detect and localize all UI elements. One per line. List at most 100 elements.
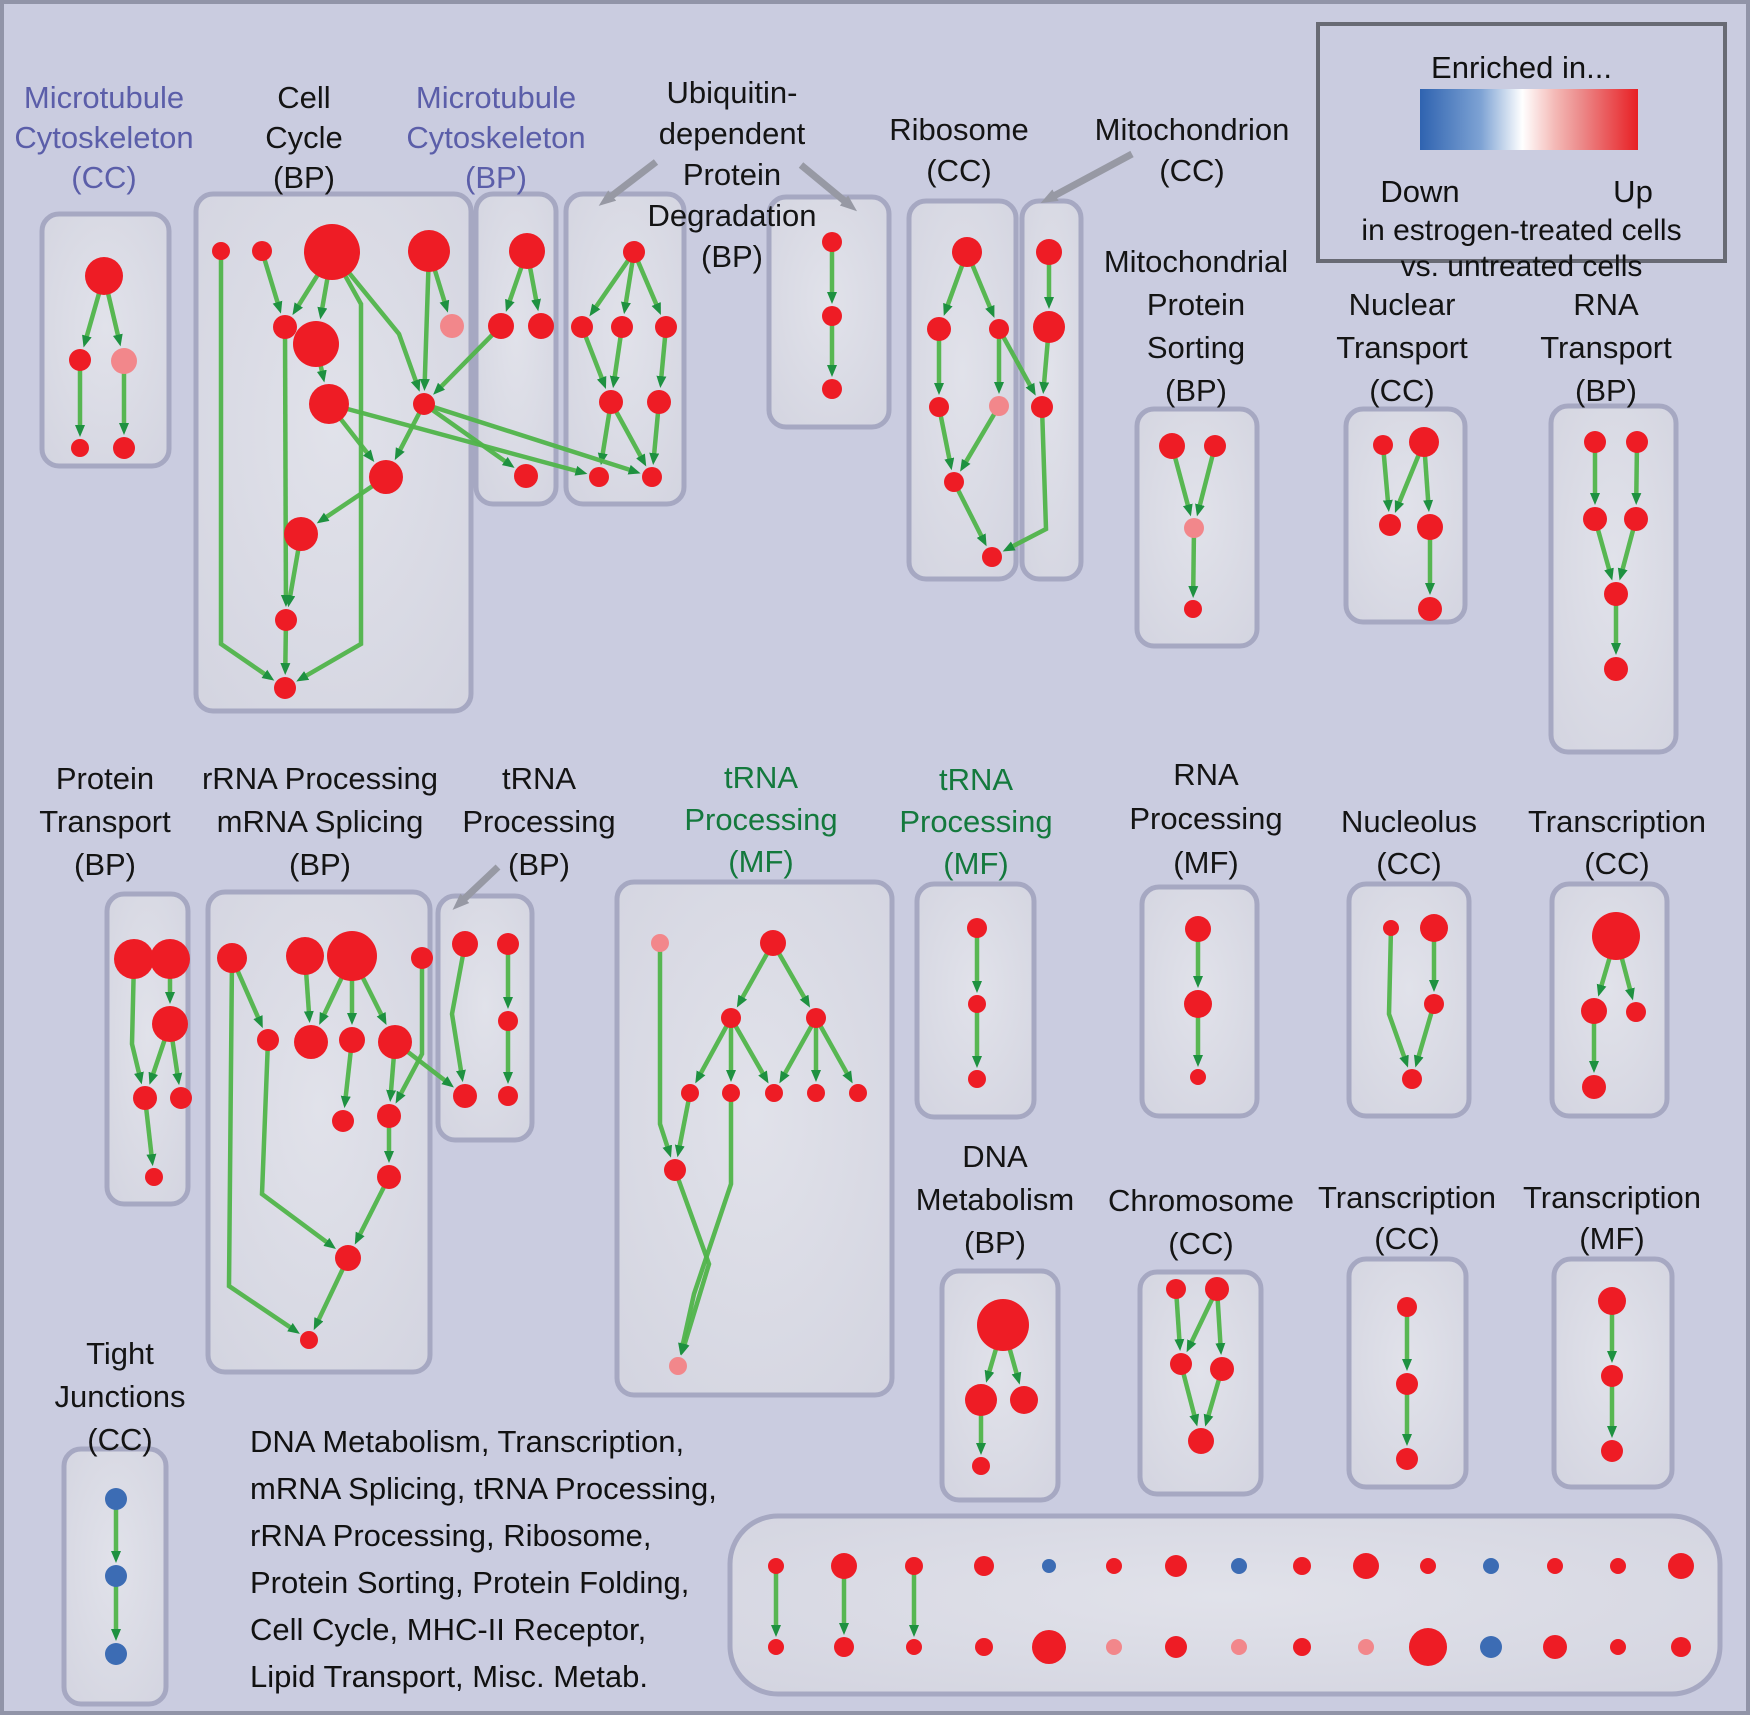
go-term-node-up [1409,1628,1447,1666]
go-term-node-up [145,1168,163,1186]
cluster-label-nuclear-transport: Nuclear Transport (CC) [1336,287,1468,408]
go-term-node-down [1231,1558,1247,1574]
go-term-node-up [721,1008,741,1028]
go-term-node-up [1165,1636,1187,1658]
cluster-label-dna-metabolism: DNA Metabolism (BP) [916,1139,1075,1260]
go-term-node-up [150,939,190,979]
go-term-node-up [293,321,339,367]
go-term-node-up [284,517,318,551]
go-term-node-up [113,437,135,459]
go-term-node-up [488,313,514,339]
go-term-node-up [952,237,982,267]
go-term-node-up [1170,1353,1192,1375]
go-term-node-up [1583,507,1607,531]
go-term-node-up [1373,435,1393,455]
cluster-label-ubiquitin: Ubiquitin-dependent Protein Degradation (BP… [648,75,817,274]
cluster-box-rrna-mrna-splicing [205,889,433,1375]
go-term-node-up [968,1070,986,1088]
go-term-node-weak-up [440,314,464,338]
go-term-node-up [965,1384,997,1416]
cluster-label-rna-transport: RNA Transport (BP) [1540,287,1672,408]
go-term-node-up [1293,1638,1311,1656]
go-term-node-up [327,931,377,981]
go-term-node-up [85,257,123,295]
go-term-node-up [1626,431,1648,453]
go-term-node-up [982,547,1002,567]
go-term-node-up [1379,514,1401,536]
go-term-node-up [309,384,349,424]
go-term-node-up [1036,239,1062,265]
go-term-node-up [275,609,297,631]
go-term-node-up [1604,582,1628,606]
go-term-node-up [1185,916,1211,942]
go-term-node-up [768,1558,784,1574]
go-term-node-up [611,316,633,338]
legend-up-label: Up [1613,174,1653,209]
label-pointer-arrow [452,864,501,910]
edge-arrow [218,251,275,681]
go-term-node-down [105,1643,127,1665]
go-term-node-up [1624,507,1648,531]
go-term-node-up [681,1084,699,1102]
go-term-node-up [1033,311,1065,343]
go-term-node-up [807,1084,825,1102]
go-term-node-up [1668,1553,1694,1579]
go-term-node-up [975,1638,993,1656]
go-term-node-weak-up [669,1357,687,1375]
go-term-node-up [1584,431,1606,453]
edge-arrow [328,401,588,476]
go-term-node-up [822,306,842,326]
go-term-node-up [217,943,247,973]
edge-arrow [423,401,641,475]
cluster-label-trna-mf-2: tRNA Processing (MF) [899,762,1052,881]
go-term-node-up [369,460,403,494]
go-term-node-up [377,1104,401,1128]
go-term-node-up [152,1006,188,1042]
go-term-node-up [929,397,949,417]
go-term-node-up [849,1084,867,1102]
cluster-box-dna-metabolism [939,1268,1061,1503]
go-term-node-weak-up [989,396,1009,416]
misc-cluster-list-text: DNA Metabolism, Transcription, mRNA Spli… [250,1424,717,1694]
go-term-node-up [170,1087,192,1109]
edge-arrow [729,1016,769,1084]
go-term-node-up [252,241,272,261]
go-term-node-weak-up [1184,518,1204,538]
go-term-node-up [1409,427,1439,457]
go-term-node-up [1106,1558,1122,1574]
cluster-label-rrna-mrna: rRNA Processing mRNA Splicing (BP) [202,761,438,882]
go-term-node-up [977,1299,1029,1351]
legend-subtitle-1: in estrogen-treated cells [1361,214,1682,247]
go-term-node-up [1604,657,1628,681]
edge-arrow [419,250,432,392]
go-term-node-up [1601,1365,1623,1387]
go-term-node-up [647,390,671,414]
go-term-node-up [765,1084,783,1102]
edge-arrow [1386,927,1409,1068]
edge-arrow [226,957,300,1334]
go-term-node-up [1165,1555,1187,1577]
go-term-node-up [274,677,296,699]
cluster-label-transcription-mf: Transcription (MF) [1523,1180,1701,1256]
cluster-box-transcription-cc-row3 [1346,1256,1469,1490]
cluster-label-mitochondrion: Mitochondrion (CC) [1095,112,1290,188]
go-term-node-down [1042,1559,1056,1573]
go-term-node-up [497,933,519,955]
edge-arrow [589,250,636,317]
go-term-node-up [71,439,89,457]
nodes-layer [69,224,1694,1666]
labels-layer: Microtubule Cytoskeleton (CC) Cell Cycle (BP)… [14,75,1706,1457]
cluster-label-microtubule-bp: Microtubule Cytoskeleton (BP) [406,80,585,195]
go-term-node-up [1417,514,1443,540]
go-term-node-up [927,317,951,341]
cluster-label-ribosome: Ribosome (CC) [889,112,1029,188]
go-term-node-up [905,1557,923,1575]
go-term-node-up [304,224,360,280]
go-term-node-up [335,1245,361,1271]
edge-arrow [657,943,673,1158]
cluster-label-nucleolus: Nucleolus (CC) [1341,804,1477,881]
go-term-node-down [105,1565,127,1587]
go-term-node-down [105,1488,127,1510]
go-term-node-up [1581,998,1607,1024]
